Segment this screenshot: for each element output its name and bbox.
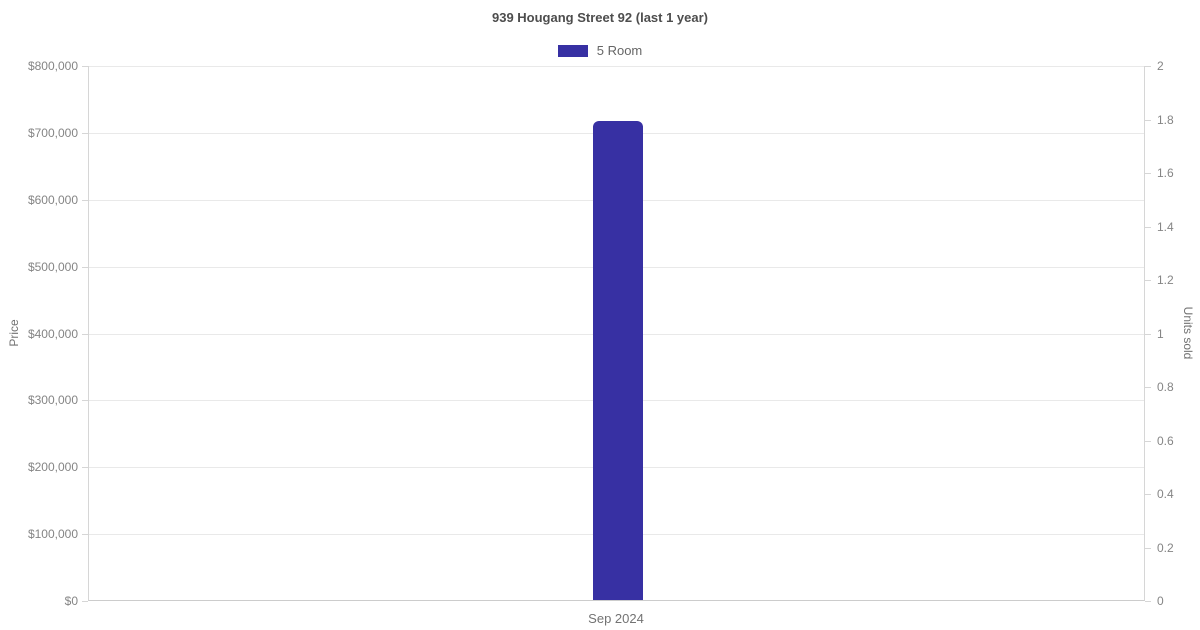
legend-label: 5 Room: [596, 43, 643, 58]
price-tick-label: $600,000: [27, 192, 78, 207]
price-tick-mark: [82, 534, 88, 536]
gridline: [89, 66, 1144, 67]
price-tick-mark: [82, 333, 88, 335]
units-tick-mark: [1145, 601, 1151, 602]
bar-5-room[interactable]: [592, 120, 643, 600]
price-tick-label: $500,000: [27, 259, 78, 274]
units-tick-label: 0.8: [1157, 380, 1174, 394]
price-tick-label: $0: [64, 594, 78, 608]
units-tick-mark: [1145, 547, 1151, 549]
plot-area: [88, 66, 1145, 601]
units-tick-label: 0: [1157, 594, 1164, 608]
units-tick-mark: [1145, 66, 1151, 67]
price-tick-label: $200,000: [27, 460, 78, 475]
units-tick-mark: [1145, 173, 1151, 174]
price-tick-mark: [82, 400, 88, 402]
units-tick-mark: [1145, 119, 1151, 121]
price-tick-mark: [82, 467, 88, 469]
units-tick-mark: [1145, 280, 1151, 281]
price-tick-label: $100,000: [27, 527, 78, 542]
legend: 5 Room: [0, 43, 1200, 58]
units-tick-label: 1.2: [1157, 273, 1174, 287]
units-tick-label: 0.2: [1157, 540, 1174, 555]
price-tick-mark: [82, 601, 88, 602]
units-tick-label: 1.8: [1157, 112, 1174, 127]
x-tick-label: Sep 2024: [588, 611, 644, 626]
units-tick-label: 0.4: [1157, 487, 1174, 501]
price-tick-mark: [82, 132, 88, 134]
units-tick-mark: [1145, 333, 1151, 335]
price-tick-label: $400,000: [27, 326, 78, 341]
price-tick-label: $800,000: [27, 59, 78, 73]
units-tick-label: 1.6: [1157, 166, 1174, 180]
units-tick-mark: [1145, 226, 1151, 228]
units-tick-mark: [1145, 440, 1151, 442]
legend-item-5-room[interactable]: 5 Room: [557, 43, 643, 58]
units-tick-label: 1: [1157, 326, 1164, 341]
legend-swatch: [557, 44, 588, 57]
units-tick-label: 1.4: [1157, 219, 1174, 234]
chart-title: 939 Hougang Street 92 (last 1 year): [491, 10, 709, 25]
price-tick-mark: [82, 199, 88, 201]
price-tick-mark: [82, 66, 88, 67]
price-tick-mark: [82, 266, 88, 268]
units-tick-label: 0.6: [1157, 433, 1174, 448]
units-tick-mark: [1145, 387, 1151, 388]
units-tick-label: 2: [1157, 59, 1164, 73]
price-axis-title: Price: [7, 319, 21, 347]
units-tick-mark: [1145, 494, 1151, 495]
price-tick-label: $300,000: [27, 393, 78, 408]
price-tick-label: $700,000: [27, 125, 78, 140]
units-axis-title: Units sold: [1181, 306, 1195, 360]
